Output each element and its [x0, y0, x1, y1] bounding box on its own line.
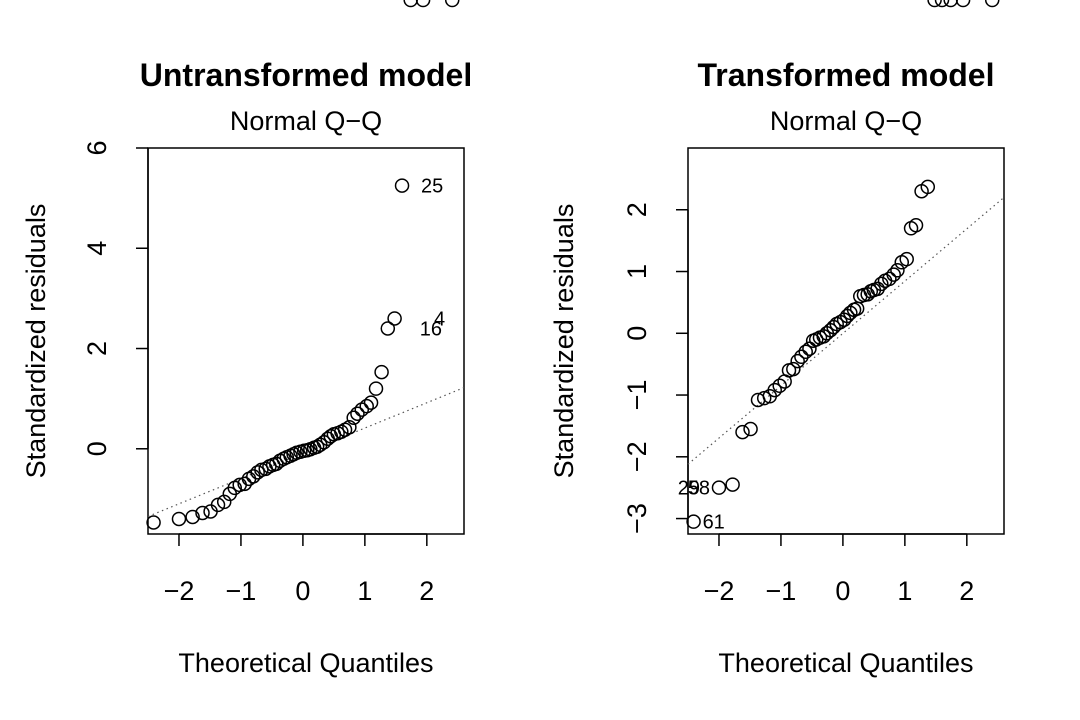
transformed-y-tick-label: 1: [622, 264, 652, 279]
untransformed-data-point: [185, 509, 200, 525]
untransformed-data-point: [171, 511, 187, 527]
untransformed-y-tick-label: 2: [82, 341, 112, 356]
untransformed-data-point: [250, 465, 265, 480]
transformed-data-point: [790, 353, 805, 369]
untransformed-subtitle: Normal Q−Q: [230, 106, 382, 136]
transformed-y-tick-label: −3: [622, 503, 652, 534]
untransformed-x-tick-label: −2: [164, 576, 195, 606]
transformed-data-point: [955, 0, 971, 8]
transformed-data-point: [735, 424, 750, 440]
untransformed-data-point: [237, 476, 252, 492]
transformed-x-tick-label: −2: [704, 576, 735, 606]
transformed-data-point: [934, 0, 950, 8]
transformed-data-point: [943, 0, 958, 8]
transformed-x-tick-label: 2: [959, 576, 974, 606]
transformed-y-axis-title: Standardized residuals: [549, 204, 579, 479]
untransformed-data-point: [363, 395, 379, 410]
transformed-x-tick-label: 1: [897, 576, 912, 606]
transformed-data-point: [886, 267, 901, 282]
untransformed-y-tick-label: 4: [82, 241, 112, 256]
transformed-data-point: [870, 281, 885, 297]
untransformed-data-point: [359, 398, 374, 414]
transformed-plot-box: [687, 147, 1005, 535]
transformed-data-point: [743, 421, 758, 437]
transformed-data-point: [899, 251, 914, 267]
untransformed-data-point: [415, 0, 431, 8]
untransformed-data-point: [146, 515, 161, 530]
untransformed-x-tick-label: 0: [295, 576, 310, 606]
untransformed-main-title: Untransformed model: [140, 57, 472, 93]
transformed-y-tick-label: −1: [622, 380, 652, 411]
transformed-qq-panel: Transformed model Normal Q−Q Theoretical…: [549, 0, 1005, 678]
transformed-data-point: [908, 217, 924, 233]
untransformed-qq-panel: Untransformed model Normal Q−Q Theoretic…: [21, 0, 472, 678]
transformed-outlier-label: 58: [688, 478, 710, 500]
transformed-outlier-label: 61: [703, 512, 725, 534]
untransformed-qq-reference-line: [147, 387, 465, 518]
transformed-y-tick-label: 2: [622, 202, 652, 217]
transformed-data-point: [772, 378, 787, 394]
transformed-data-point: [686, 514, 701, 529]
transformed-y-tick-label: −2: [622, 441, 652, 472]
transformed-x-tick-label: −1: [766, 576, 797, 606]
transformed-x-axis-title: Theoretical Quantiles: [718, 648, 973, 678]
untransformed-data-point: [374, 364, 389, 380]
untransformed-y-axis-title: Standardized residuals: [21, 204, 51, 479]
transformed-data-point: [756, 390, 772, 406]
untransformed-data-point: [403, 0, 418, 8]
untransformed-outlier-label: 25: [421, 176, 443, 198]
transformed-qq-reference-line: [687, 196, 1005, 465]
untransformed-plot-box: [147, 147, 465, 535]
transformed-subtitle: Normal Q−Q: [770, 106, 922, 136]
transformed-x-tick-label: 0: [835, 576, 850, 606]
transformed-y-tick-label: 0: [622, 326, 652, 341]
transformed-data-point: [927, 0, 942, 8]
transformed-data-point: [767, 382, 782, 398]
transformed-data-point: [882, 271, 897, 287]
transformed-outlier-label: 29: [678, 478, 700, 500]
untransformed-data-point: [444, 0, 460, 8]
untransformed-y-tick-label: 0: [82, 441, 112, 456]
transformed-data-point: [802, 341, 817, 356]
untransformed-x-tick-label: 2: [419, 576, 434, 606]
transformed-data-point: [786, 361, 801, 377]
untransformed-x-axis-title: Theoretical Quantiles: [178, 648, 433, 678]
untransformed-data-point: [269, 456, 284, 472]
untransformed-data-point: [394, 178, 410, 193]
untransformed-outlier-label: 4: [434, 308, 445, 330]
transformed-data-point: [874, 276, 889, 292]
transformed-data-point: [920, 179, 936, 195]
transformed-data-point: [984, 0, 1000, 8]
transformed-data-point: [725, 477, 740, 492]
untransformed-outlier-label: 16: [420, 318, 442, 340]
transformed-data-point: [794, 349, 809, 364]
untransformed-data-point: [387, 311, 402, 326]
transformed-main-title: Transformed model: [698, 57, 995, 93]
untransformed-x-tick-label: 1: [357, 576, 372, 606]
untransformed-x-tick-label: −1: [226, 576, 257, 606]
untransformed-data-point: [195, 505, 210, 521]
untransformed-data-point: [380, 321, 396, 336]
transformed-data-point: [890, 263, 905, 278]
untransformed-y-tick-label: 6: [82, 140, 112, 155]
untransformed-data-point: [346, 410, 361, 425]
untransformed-data-point: [350, 406, 365, 421]
transformed-data-point: [711, 480, 727, 495]
untransformed-data-point: [342, 419, 357, 435]
untransformed-data-point: [368, 381, 384, 396]
transformed-data-point: [798, 344, 813, 360]
